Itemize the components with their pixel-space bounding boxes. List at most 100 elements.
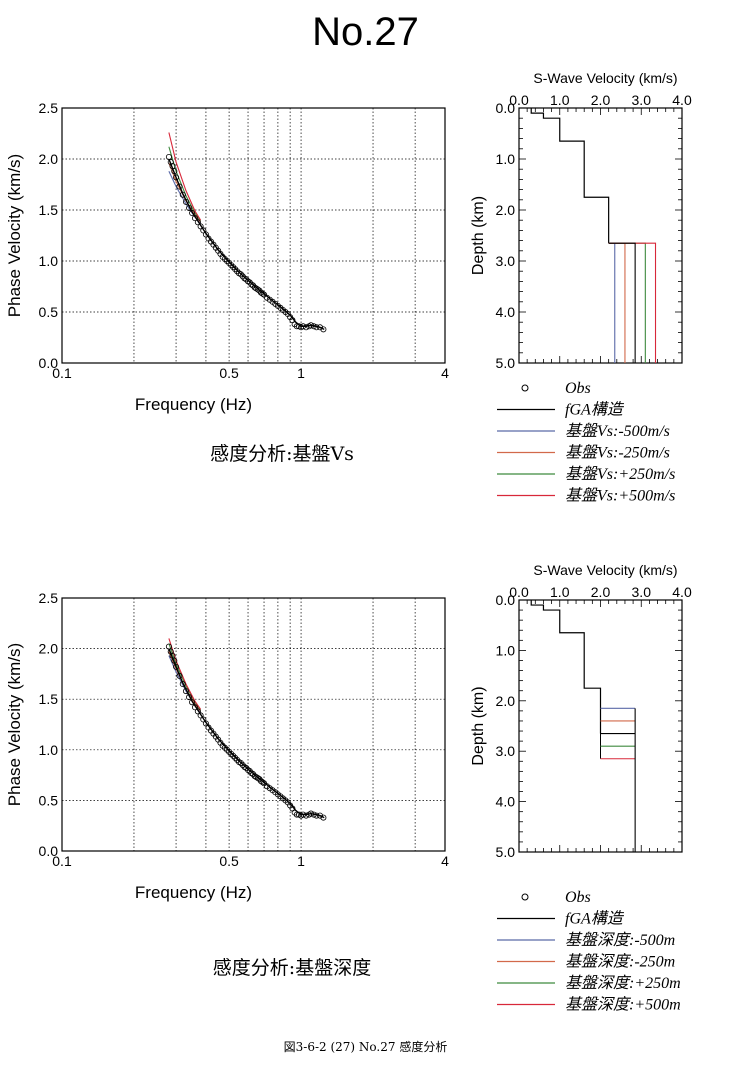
top-dispersion-obs-point (197, 223, 204, 230)
bottom-dispersion-obs-point (316, 812, 323, 819)
top-legend-label: 基盤Vs:-500m/s (565, 422, 670, 440)
top-profile-profile-m500 (608, 242, 616, 363)
bottom-profile-xtick-label: 2.0 (591, 584, 611, 600)
bottom-dispersion-ytick-label: 1.0 (39, 742, 59, 758)
top-dispersion-obs-point (179, 191, 186, 198)
top-dispersion-xtick-label: 0.5 (219, 365, 239, 381)
top-profile-ytick-label: 0.0 (496, 100, 516, 116)
bottom-profile-x-axis-label: S-Wave Velocity (km/s) (533, 562, 677, 578)
bottom-dispersion-ytick-label: 2.5 (39, 590, 59, 606)
top-dispersion-xtick-label: 1 (297, 365, 305, 381)
bottom-dispersion-obs-point (189, 699, 196, 706)
bottom-legend-label: 基盤深度:+500m (565, 996, 681, 1014)
top-dispersion-obs-point (254, 286, 261, 293)
bottom-dispersion-line-p500 (168, 638, 202, 710)
bottom-profile-xtick-label: 4.0 (672, 584, 692, 600)
bottom-profile-xtick-label: 0.0 (509, 584, 529, 600)
top-dispersion-ytick-label: 0.5 (39, 304, 59, 320)
bottom-dispersion-ytick-label: 2.0 (39, 641, 59, 657)
top-profile-ytick-label: 5.0 (496, 355, 516, 371)
bottom-dispersion-obs-point (179, 681, 186, 688)
bottom-profile-ytick-label: 0.0 (496, 592, 516, 608)
top-dispersion-obs-point (221, 255, 228, 262)
bottom-profile-ytick-label: 1.0 (496, 642, 516, 658)
bottom-dispersion-obs-point (251, 773, 258, 780)
top-dispersion-obs-point (243, 276, 250, 283)
bottom-profile-ytick-label: 2.0 (496, 693, 516, 709)
bottom-dispersion-obs-point (310, 811, 317, 818)
top-dispersion-obs-point (313, 324, 320, 331)
bottom-legend-label: 基盤深度:-250m (565, 953, 675, 971)
top-legend-label: 基盤Vs:+500m/s (565, 487, 675, 505)
top-profile-plot-frame (518, 107, 683, 364)
bottom-dispersion-obs-point (186, 694, 193, 701)
bottom-dispersion-obs-point (320, 814, 327, 821)
bottom-dispersion-obs-point (234, 756, 241, 763)
bottom-dispersion-obs-point (253, 774, 260, 781)
top-legend-label: fGA構造 (565, 401, 625, 419)
bottom-profile-xtick-label: 3.0 (632, 584, 652, 600)
bottom-dispersion-obs-point (254, 775, 261, 782)
bottom-dispersion-obs-point (258, 778, 265, 785)
top-profile-ytick-label: 4.0 (496, 304, 516, 320)
top-dispersion-obs-point (200, 227, 207, 234)
top-dispersion-obs-point (191, 215, 198, 222)
top-dispersion-obs-point (293, 323, 300, 330)
top-dispersion-obs-point (253, 285, 260, 292)
bottom-profile-ytick-label: 5.0 (496, 844, 516, 860)
bottom-dispersion-line-p250 (168, 643, 202, 711)
top-dispersion-ytick-label: 1.5 (39, 202, 59, 218)
top-profile-y-axis-label: Depth (km) (470, 196, 487, 275)
bottom-dispersion-obs-point (221, 744, 228, 751)
top-dispersion-obs-point (300, 323, 307, 330)
bottom-dispersion-obs-point (248, 770, 255, 777)
top-dispersion-line-fga (168, 158, 325, 330)
bottom-legend-label: Obs (565, 889, 591, 906)
bottom-dispersion-obs-point (191, 704, 198, 711)
bottom-dispersion-obs-point (194, 708, 201, 715)
bottom-dispersion-obs-point (246, 768, 253, 775)
top-legend-label: 基盤Vs:+250m/s (565, 465, 675, 483)
top-dispersion-plot-frame (61, 107, 446, 364)
top-dispersion-obs-point (237, 271, 244, 278)
bottom-legend-marker-obs (521, 893, 529, 901)
bottom-dispersion-obs-point (307, 810, 314, 817)
top-profile-xtick-label: 0.0 (509, 92, 529, 108)
bottom-dispersion-obs-point (237, 759, 244, 766)
bottom-dispersion-obs-point (171, 657, 178, 664)
top-legend-label: Obs (565, 380, 591, 397)
top-dispersion-obs-point (248, 281, 255, 288)
bottom-dispersion-obs-point (300, 811, 307, 818)
bottom-dispersion-ytick-label: 0.5 (39, 792, 59, 808)
top-profile-ytick-label: 1.0 (496, 151, 516, 167)
top-profile-xtick-label: 3.0 (632, 92, 652, 108)
bottom-dispersion-obs-point (197, 712, 204, 719)
top-dispersion-obs-point (226, 260, 233, 267)
top-dispersion-obs-point (316, 324, 323, 331)
top-legend-marker-obs (521, 384, 529, 392)
top-profile-profile-p500 (608, 242, 657, 363)
bottom-dispersion-xtick-label: 4 (441, 853, 449, 869)
bottom-dispersion-chart: 0.0 0.5 1.0 1.5 2.0 2.5 0.1 0.5 1 4 Frequency (Hz)… (5, 590, 449, 902)
top-dispersion-obs-point (194, 219, 201, 226)
top-profile-profile-fga (608, 242, 636, 363)
bottom-dispersion-obs-point (313, 812, 320, 819)
bottom-profile-y-axis-label: Depth (km) (470, 686, 487, 765)
top-dispersion-obs-point (251, 284, 258, 291)
top-dispersion-obs-point (232, 266, 239, 273)
top-dispersion-obs-point (228, 262, 235, 269)
top-profile-xtick-label: 2.0 (591, 92, 611, 108)
top-dispersion-obs-point (165, 153, 172, 160)
bottom-dispersion-plot-frame (61, 597, 446, 852)
bottom-dispersion-obs-point (293, 811, 300, 818)
bottom-dispersion-xtick-label: 0.1 (52, 853, 72, 869)
bottom-profile-chart: 0.0 1.0 2.0 3.0 4.0 0.0 1.0 2.0 3.0 4.0 5.0 S-Wave … (470, 562, 692, 860)
top-profile-xtick-label: 4.0 (672, 92, 692, 108)
top-dispersion-obs-point (246, 279, 253, 286)
top-dispersion-y-axis-label: Phase Velocity (km/s) (5, 154, 24, 317)
top-dispersion-line-p500 (168, 132, 202, 221)
bottom-dispersion-obs-point (165, 643, 172, 650)
bottom-dispersion-obs-point (176, 672, 183, 679)
